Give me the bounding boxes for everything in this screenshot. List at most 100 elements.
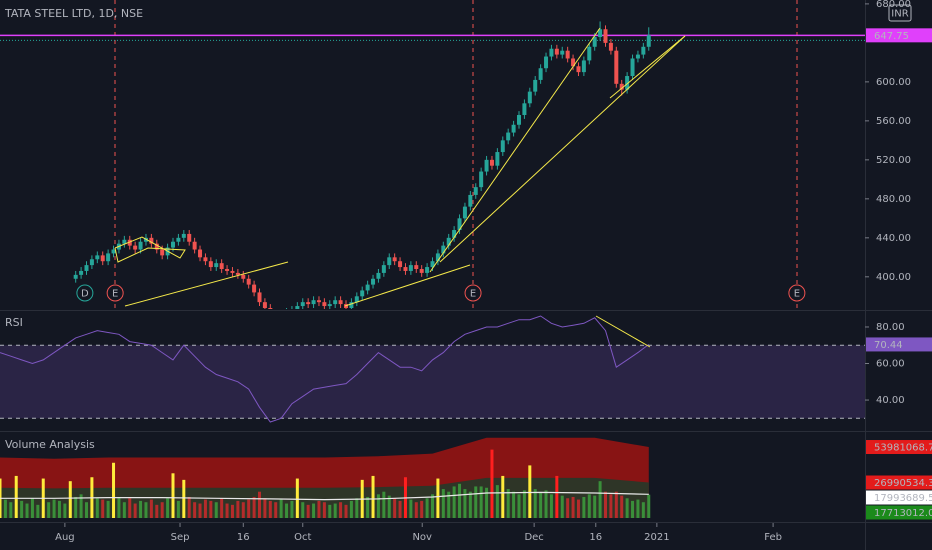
average-line bbox=[0, 491, 649, 501]
candle-body bbox=[111, 249, 116, 254]
y-tick-label: 520.00 bbox=[876, 155, 911, 166]
candle-body bbox=[133, 245, 138, 250]
volume-bar bbox=[112, 462, 116, 518]
event-marker bbox=[464, 284, 482, 302]
candle-body bbox=[354, 296, 359, 303]
trendline bbox=[344, 264, 471, 307]
candle-body bbox=[257, 292, 262, 303]
volume-bar bbox=[409, 499, 413, 518]
candle-body bbox=[538, 68, 543, 80]
trendline bbox=[439, 35, 686, 263]
price-tag bbox=[866, 337, 932, 352]
candle-body bbox=[316, 300, 321, 303]
volume-bar bbox=[52, 499, 56, 518]
candle-body bbox=[149, 237, 154, 244]
price-tag bbox=[866, 475, 932, 490]
volume-bar bbox=[528, 465, 532, 518]
candle-body bbox=[381, 265, 386, 273]
volume-bar bbox=[322, 502, 326, 518]
candle-body bbox=[587, 46, 592, 61]
x-tick-label: Oct bbox=[294, 532, 311, 543]
volume-bar bbox=[333, 503, 337, 518]
candle-body bbox=[306, 302, 311, 305]
candle-body bbox=[446, 237, 451, 246]
candle-body bbox=[192, 241, 197, 250]
volume-bar bbox=[74, 496, 78, 518]
volume-bar bbox=[425, 498, 429, 518]
candle-body bbox=[138, 241, 143, 250]
candle-body bbox=[171, 241, 175, 248]
event-marker bbox=[106, 284, 124, 302]
trendline bbox=[124, 261, 289, 307]
event-marker bbox=[788, 284, 806, 302]
candle-body bbox=[127, 239, 132, 246]
volume-bar bbox=[193, 502, 197, 518]
candle-body bbox=[100, 255, 105, 262]
volume-bar bbox=[57, 500, 61, 518]
volume-bar bbox=[631, 500, 635, 518]
volume-bar bbox=[63, 503, 67, 518]
volume-bar bbox=[295, 478, 299, 518]
volume-bar bbox=[441, 489, 445, 518]
volume-bar bbox=[20, 500, 24, 518]
volume-bar bbox=[117, 496, 121, 518]
candle-body bbox=[322, 302, 327, 307]
volume-bar bbox=[387, 495, 391, 518]
volume-bar bbox=[176, 500, 180, 518]
candle-body bbox=[522, 103, 527, 116]
candle-body bbox=[511, 124, 516, 133]
volume-bar bbox=[436, 478, 440, 518]
candle-body bbox=[635, 54, 640, 59]
volume-bar bbox=[344, 504, 348, 518]
volume-bar bbox=[258, 491, 261, 518]
volume-bar bbox=[647, 494, 651, 518]
candle-body bbox=[365, 284, 370, 291]
volume-bar bbox=[560, 495, 564, 518]
volume-bar bbox=[47, 502, 51, 518]
y-tick-label: 440.00 bbox=[876, 233, 911, 244]
x-tick-label: Nov bbox=[412, 532, 432, 543]
candle-body bbox=[160, 249, 165, 256]
x-tick-label: Sep bbox=[171, 532, 190, 543]
candle-body bbox=[371, 278, 376, 285]
candle-body bbox=[608, 42, 613, 51]
price-tag bbox=[866, 440, 932, 455]
price-tag-label: 70.44 bbox=[874, 340, 903, 351]
price-tag-label: 17993689.57 bbox=[874, 493, 932, 504]
price-tag bbox=[866, 28, 932, 43]
volume-bar bbox=[587, 494, 591, 518]
price-tag bbox=[866, 505, 932, 520]
volume-bar bbox=[414, 502, 418, 518]
volume-bar bbox=[306, 504, 310, 518]
candle-body bbox=[603, 29, 608, 43]
candle-body bbox=[79, 270, 84, 275]
volume-bar bbox=[285, 503, 289, 518]
volume-bar bbox=[128, 498, 132, 518]
volume-bar bbox=[155, 504, 159, 518]
volume-bar bbox=[171, 473, 175, 518]
x-tick-label: 16 bbox=[589, 532, 602, 543]
volume-bar bbox=[317, 500, 321, 518]
symbol-title: TATA STEEL LTD, 1D, NSE bbox=[4, 7, 143, 20]
trendline bbox=[609, 35, 686, 99]
candle-body bbox=[495, 152, 500, 166]
volume-bar bbox=[236, 500, 240, 518]
volume-bar bbox=[209, 500, 213, 518]
y-tick-label: 400.00 bbox=[876, 272, 911, 283]
volume-bar bbox=[593, 495, 597, 518]
volume-bar bbox=[479, 486, 483, 518]
volume-bar bbox=[274, 502, 278, 518]
candle-body bbox=[641, 46, 646, 55]
volume-bar bbox=[463, 489, 467, 518]
volume-bar bbox=[9, 502, 13, 518]
candle-body bbox=[235, 272, 240, 275]
volume-bar bbox=[398, 500, 402, 518]
candle-body bbox=[333, 300, 338, 305]
volume-bar bbox=[571, 496, 575, 518]
candle-body bbox=[430, 261, 435, 268]
candle-body bbox=[327, 304, 332, 307]
candle-body bbox=[452, 230, 457, 238]
volume-bar bbox=[85, 502, 88, 518]
